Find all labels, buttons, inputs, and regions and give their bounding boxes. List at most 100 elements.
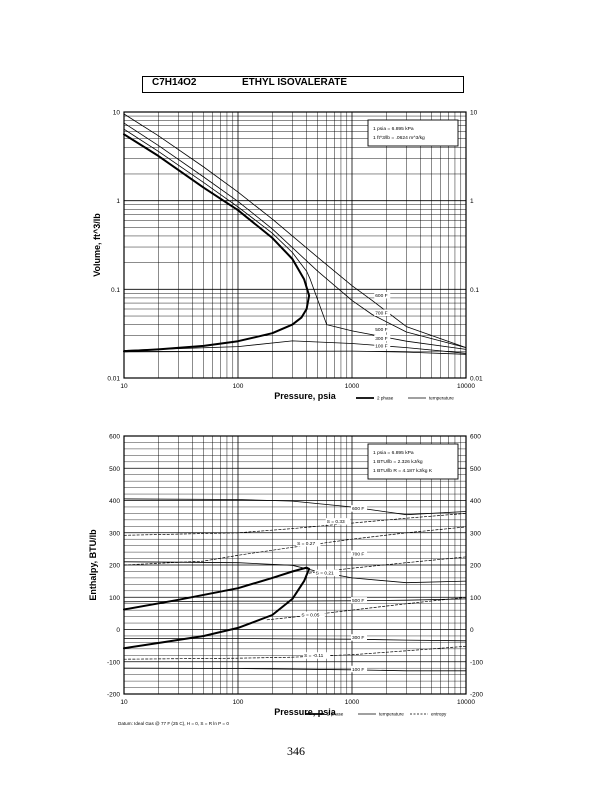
curve-label: S = -0.11 <box>304 653 324 659</box>
y-axis-label: Enthalpy, BTU/lb <box>88 529 98 601</box>
y-axis-label: Volume, ft^3/lb <box>92 213 102 277</box>
series-s-0-11 <box>123 645 467 660</box>
datum-footnote: Datum: Ideal Gas @ 77 F (25 C), H = 0, S… <box>118 721 229 726</box>
curve-label-bg <box>351 597 367 604</box>
series-100-f <box>123 667 467 672</box>
curve-label: 100 F <box>352 667 364 673</box>
curve-label-bg <box>351 550 367 557</box>
x-tick-label: 1000 <box>345 699 360 706</box>
y-tick-label: 1 <box>116 198 120 205</box>
y-tick-label-right: 1 <box>470 198 474 205</box>
x-tick-label: 10 <box>120 699 128 706</box>
curve-label: 500 F <box>375 327 387 333</box>
y-tick-label: -200 <box>107 692 120 699</box>
y-tick-label: -100 <box>107 659 120 666</box>
curve-label: 600 F <box>375 293 387 299</box>
units-legend-line: 1 psia = 6.895 kPa <box>373 126 414 132</box>
title-box <box>142 76 464 93</box>
legend-label: 2 phase <box>327 712 344 717</box>
units-legend-line: 1 BTU/lb = 2.326 kJ/kg <box>373 459 423 465</box>
curve-label: 300 F <box>352 635 364 641</box>
legend-label: 2 phase <box>377 396 394 401</box>
y-tick-label: 500 <box>109 466 120 473</box>
curve-label-bg <box>351 665 367 673</box>
series-s-0-27 <box>123 526 467 566</box>
page-number: 346 <box>287 744 305 758</box>
y-tick-label: 0.01 <box>107 376 120 383</box>
y-tick-label: 400 <box>109 498 120 505</box>
units-legend-line: 1 ft^3/lb = .0624 m^3/kg <box>373 135 425 141</box>
y-tick-label: 200 <box>109 563 120 570</box>
curve-label: 700 F <box>352 551 364 557</box>
y-tick-label: 0.1 <box>111 287 120 294</box>
units-legend-box <box>367 119 459 147</box>
legend-label: temperature <box>379 712 404 717</box>
legend-label: temperature <box>429 396 454 401</box>
units-legend-line: 1 psia = 6.895 kPa <box>373 450 414 456</box>
curve-label-bg <box>374 342 391 350</box>
y-tick-label: 0 <box>116 627 120 634</box>
curve-label-bg <box>374 325 391 333</box>
curve-label-bg <box>300 611 325 619</box>
series-s-0-33 <box>123 513 467 536</box>
series-100-f <box>123 350 467 355</box>
y-tick-label-right: -100 <box>470 659 483 666</box>
y-tick-label-right: 0 <box>470 627 474 634</box>
curve-label: S = 0.05 <box>301 613 319 619</box>
y-tick-label-right: 100 <box>470 595 481 602</box>
x-tick-label: 100 <box>233 699 244 706</box>
y-tick-label-right: 10 <box>470 110 478 117</box>
y-tick-label-right: 600 <box>470 434 481 441</box>
curve-label-bg <box>374 291 391 299</box>
curve-label: S = 0.21 <box>316 571 334 577</box>
y-tick-label: 300 <box>109 530 120 537</box>
curve-label-bg <box>303 652 331 659</box>
x-axis-label: Pressure, psia <box>274 707 337 717</box>
x-tick-label: 10000 <box>457 699 475 706</box>
y-tick-label: 600 <box>109 434 120 441</box>
y-tick-label-right: 200 <box>470 563 481 570</box>
y-tick-label-right: 500 <box>470 466 481 473</box>
series-2-phase <box>123 566 311 650</box>
curve-label-bg <box>351 634 367 641</box>
curve-label: 600 F <box>352 506 364 512</box>
units-legend-box <box>367 443 459 480</box>
x-tick-label: 10 <box>120 383 128 390</box>
series-300-f <box>123 340 467 354</box>
chemical-formula: C7H14O2 <box>152 77 197 88</box>
y-tick-label-right: -200 <box>470 692 483 699</box>
curve-label: S = 0.27 <box>297 541 315 547</box>
curve-label-bg <box>325 518 351 525</box>
curve-label-bg <box>314 569 340 577</box>
y-tick-label-right: 300 <box>470 530 481 537</box>
curve-label-bg <box>351 505 367 512</box>
y-tick-label-right: 0.1 <box>470 287 479 294</box>
plot-frame <box>123 111 467 379</box>
units-legend-line: 1 BTU/lb R = 4.187 kJ/kg K <box>373 468 433 474</box>
series-500-f <box>123 128 467 350</box>
series-500-f <box>123 598 467 603</box>
compound-name: ETHYL ISOVALERATE <box>242 77 348 88</box>
curve-label-bg <box>374 309 391 317</box>
curve-label: S = 0.33 <box>327 519 345 525</box>
curve-label: 500 F <box>352 598 364 604</box>
y-tick-label: 100 <box>109 595 120 602</box>
legend-label: entropy <box>431 712 447 717</box>
series-700-f <box>123 122 467 348</box>
curve-label: 300 F <box>375 336 387 342</box>
y-tick-label-right: 400 <box>470 498 481 505</box>
series-600-f <box>123 113 467 348</box>
x-axis-label: Pressure, psia <box>274 391 337 401</box>
series-2-phase <box>123 133 311 353</box>
x-tick-label: 1000 <box>345 383 360 390</box>
y-tick-label-right: 0.01 <box>470 376 483 383</box>
chart-1: 10 100 1000 10000 10 10 1 1 0.1 0.1 0.01 0.01 Pressu… <box>92 110 483 402</box>
curve-label-bg <box>296 540 321 547</box>
series-600-f <box>123 498 467 516</box>
series-s-0-05 <box>266 596 467 621</box>
curve-label-bg <box>374 334 391 342</box>
curve-label: 700 F <box>375 311 387 317</box>
x-tick-label: 100 <box>233 383 244 390</box>
